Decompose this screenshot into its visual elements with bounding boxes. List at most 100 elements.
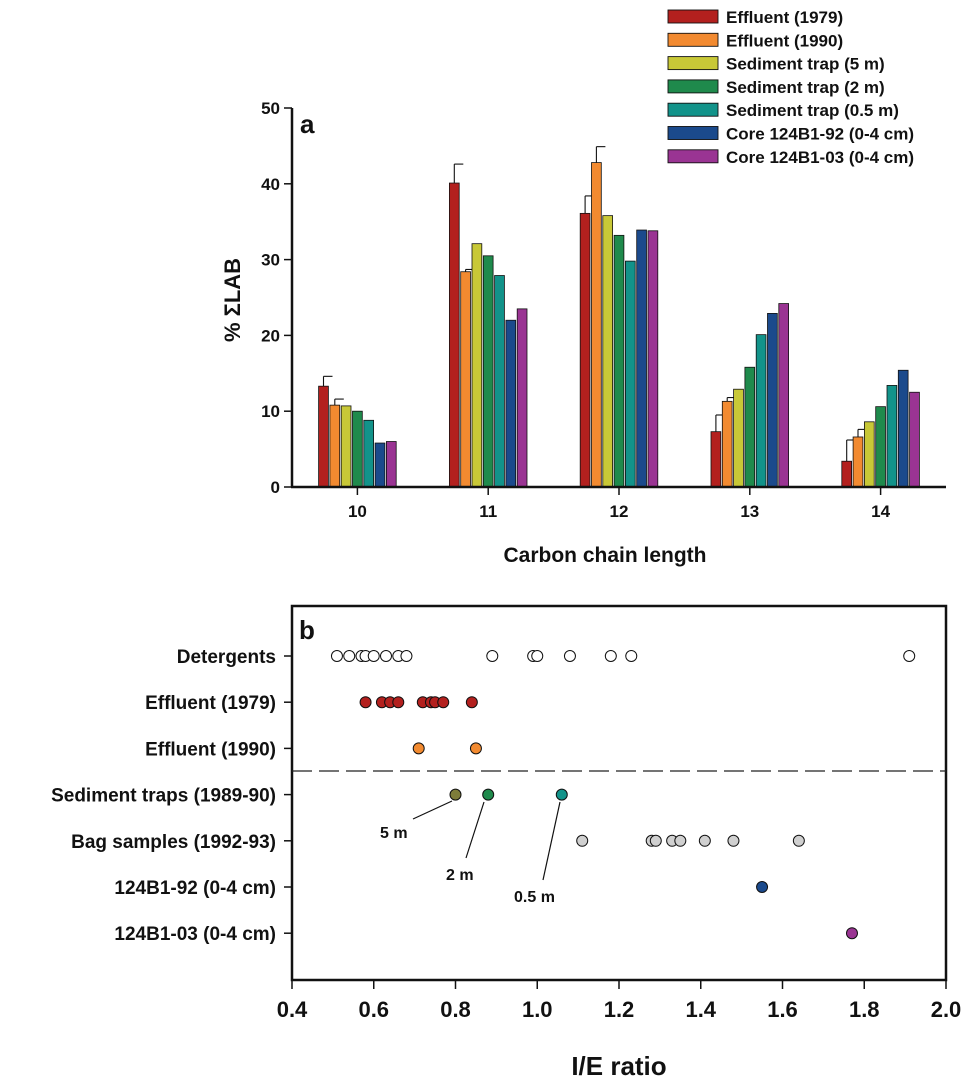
bar-effluent-1979-10 bbox=[318, 385, 329, 488]
plot-frame-b bbox=[290, 604, 948, 982]
bar-effluent-1990-13 bbox=[721, 400, 733, 488]
point-detergents-7 bbox=[400, 650, 413, 662]
bar-core-124b1-92-0-4-cm-11 bbox=[505, 319, 517, 488]
leader-line-5m bbox=[412, 800, 453, 820]
x-tick-label-b-1.4: 1.4 bbox=[685, 997, 716, 1022]
panel-label-b: b bbox=[299, 615, 315, 645]
bar-sediment-trap-2-m-11 bbox=[482, 255, 494, 488]
bar-sediment-trap-5-m-12 bbox=[602, 215, 613, 488]
leader-line-2m bbox=[465, 801, 485, 859]
y-axis-label-a: % ΣLAB bbox=[220, 258, 245, 342]
bar-core-124b1-03-0-4-cm-11 bbox=[516, 308, 528, 488]
bar-effluent-1979-11 bbox=[448, 182, 460, 488]
point-detergents-14 bbox=[903, 650, 916, 662]
x-tick-label-b-0.8: 0.8 bbox=[440, 997, 471, 1022]
bar-core-124b1-92-0-4-cm-10 bbox=[374, 442, 386, 488]
x-tick-label-a-13: 13 bbox=[740, 502, 759, 521]
x-tick-label-b-2.0: 2.0 bbox=[931, 997, 962, 1022]
point-bag-samples-1992-93-4 bbox=[674, 834, 687, 847]
bar-sediment-trap-0-5-m-13 bbox=[755, 334, 767, 488]
panel-label-a: a bbox=[300, 109, 315, 139]
legend-label-effluent-1979: Effluent (1979) bbox=[726, 8, 843, 27]
point-effluent-1979-8 bbox=[465, 696, 478, 709]
point-sediment-traps-1989-90-1 bbox=[482, 788, 495, 801]
legend-label-sediment-trap-0-5-m: Sediment trap (0.5 m) bbox=[726, 101, 899, 120]
y-tick-label-a-0: 0 bbox=[271, 478, 280, 497]
axes-b: Detergents Effluent (1979) Effluent (1990)… bbox=[51, 647, 961, 1022]
annotation-0-5m: 0.5 m bbox=[514, 889, 555, 906]
x-tick-label-a-11: 11 bbox=[479, 502, 497, 521]
bar-sediment-trap-2-m-13 bbox=[744, 366, 756, 488]
point-detergents-10 bbox=[531, 650, 544, 662]
point-effluent-1979-0 bbox=[359, 696, 372, 709]
bar-effluent-1990-14 bbox=[852, 436, 864, 488]
point-effluent-1990-0 bbox=[412, 742, 425, 755]
row-label-effluent-1979: Effluent (1979) bbox=[145, 693, 276, 714]
x-tick-label-b-1.0: 1.0 bbox=[522, 997, 553, 1022]
bar-sediment-trap-2-m-10 bbox=[352, 410, 363, 488]
axes-a: 0 10 20 30 40 50 10 11 12 13 14 bbox=[261, 99, 946, 521]
point-detergents-1 bbox=[343, 650, 356, 662]
x-tick-label-b-1.6: 1.6 bbox=[767, 997, 798, 1022]
point-detergents-8 bbox=[486, 650, 499, 662]
point-detergents-13 bbox=[625, 650, 638, 662]
legend-swatch-core-124b1-92-0-4-cm bbox=[667, 126, 719, 140]
x-tick-label-a-10: 10 bbox=[348, 502, 367, 521]
bar-effluent-1979-13 bbox=[710, 431, 722, 488]
bar-effluent-1990-12 bbox=[591, 162, 602, 488]
legend-swatch-sediment-trap-0-5-m bbox=[667, 102, 719, 117]
depth-annotations: 5 m 2 m 0.5 m bbox=[380, 800, 561, 906]
x-axis-label-b: I/E ratio bbox=[571, 1051, 666, 1080]
point-124b1-03-0-4-cm-0 bbox=[845, 927, 858, 940]
annotation-2m: 2 m bbox=[446, 867, 474, 884]
x-axis-label-a: Carbon chain length bbox=[503, 544, 706, 567]
bar-effluent-1979-12 bbox=[579, 212, 591, 488]
point-detergents-5 bbox=[380, 650, 393, 662]
legend-swatch-effluent-1990 bbox=[667, 32, 719, 47]
y-tick-label-a-10: 10 bbox=[261, 402, 280, 421]
legend-label-core-124b1-03-0-4-cm: Core 124B1-03 (0-4 cm) bbox=[726, 148, 914, 167]
row-label-effluent-1990: Effluent (1990) bbox=[145, 739, 276, 760]
point-124b1-92-0-4-cm-0 bbox=[756, 881, 769, 893]
bar-core-124b1-03-0-4-cm-10 bbox=[385, 441, 397, 488]
bar-sediment-trap-5-m-11 bbox=[471, 243, 483, 488]
bar-sediment-trap-0-5-m-10 bbox=[363, 419, 374, 488]
bar-effluent-1990-10 bbox=[329, 404, 341, 488]
bar-effluent-1990-11 bbox=[460, 271, 471, 488]
scatter-points bbox=[330, 650, 916, 940]
y-tick-label-a-20: 20 bbox=[261, 326, 280, 345]
leader-line-0-5m bbox=[542, 801, 561, 881]
bar-sediment-trap-5-m-14 bbox=[864, 421, 875, 488]
bar-core-124b1-92-0-4-cm-12 bbox=[636, 229, 647, 488]
x-tick-label-a-12: 12 bbox=[610, 502, 629, 521]
legend-swatch-effluent-1979 bbox=[667, 9, 719, 24]
point-sediment-traps-1989-90-0 bbox=[449, 788, 462, 801]
row-label-124b1-03-0-4-cm: 124B1-03 (0-4 cm) bbox=[114, 924, 276, 945]
annotation-5m: 5 m bbox=[380, 825, 408, 842]
bar-core-124b1-92-0-4-cm-13 bbox=[767, 313, 778, 488]
legend-swatch-sediment-trap-5-m bbox=[667, 56, 719, 71]
bar-core-124b1-03-0-4-cm-13 bbox=[778, 303, 789, 488]
x-tick-label-b-0.4: 0.4 bbox=[277, 997, 308, 1022]
point-bag-samples-1992-93-0 bbox=[576, 834, 589, 847]
row-label-detergents: Detergents bbox=[177, 647, 276, 668]
point-bag-samples-1992-93-7 bbox=[792, 834, 805, 847]
y-tick-label-a-40: 40 bbox=[261, 175, 280, 194]
bar-sediment-trap-2-m-12 bbox=[613, 234, 625, 488]
point-detergents-4 bbox=[367, 650, 380, 662]
legend: Effluent (1979) Effluent (1990) Sediment t… bbox=[667, 8, 914, 167]
point-sediment-traps-1989-90-2 bbox=[555, 788, 568, 801]
bar-core-124b1-03-0-4-cm-14 bbox=[909, 391, 920, 488]
point-bag-samples-1992-93-2 bbox=[649, 834, 662, 847]
bar-series-group bbox=[318, 146, 920, 488]
legend-label-sediment-trap-2-m: Sediment trap (2 m) bbox=[726, 78, 885, 97]
point-bag-samples-1992-93-6 bbox=[727, 834, 740, 847]
point-detergents-11 bbox=[563, 650, 576, 662]
x-tick-label-b-1.2: 1.2 bbox=[604, 997, 635, 1022]
point-bag-samples-1992-93-5 bbox=[698, 834, 711, 847]
row-label-sediment-traps-1989-90: Sediment traps (1989-90) bbox=[51, 786, 276, 807]
row-label-bag-samples-1992-93: Bag samples (1992-93) bbox=[71, 832, 276, 853]
y-tick-label-a-50: 50 bbox=[261, 99, 280, 118]
